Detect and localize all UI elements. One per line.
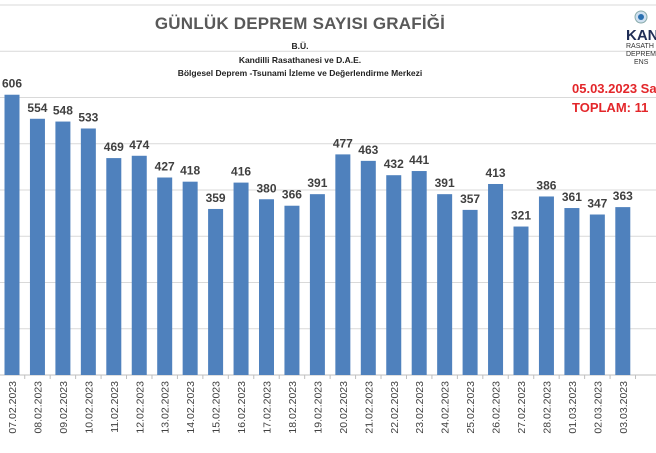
logo-line-3: ENS bbox=[634, 59, 649, 66]
data-label: 441 bbox=[409, 153, 429, 167]
data-label: 347 bbox=[587, 197, 607, 211]
x-tick-label: 15.02.2023 bbox=[211, 381, 223, 434]
data-label: 427 bbox=[155, 160, 175, 174]
bar bbox=[4, 94, 20, 375]
data-label: 321 bbox=[511, 209, 531, 223]
data-label: 413 bbox=[486, 166, 506, 180]
kandilli-logo: KAN RASATH DEPREM ENS bbox=[626, 10, 656, 67]
bar bbox=[488, 183, 504, 375]
bar bbox=[55, 121, 71, 375]
bar bbox=[564, 208, 580, 375]
data-label: 469 bbox=[104, 140, 124, 154]
chart-title: GÜNLÜK DEPREM SAYISI GRAFİĞİ bbox=[154, 14, 446, 33]
chart-subtitle-3: Bölgesel Deprem -Tsunami İzleme ve Değer… bbox=[177, 68, 423, 78]
data-label: 366 bbox=[282, 188, 302, 202]
data-label: 432 bbox=[384, 157, 404, 171]
bar bbox=[538, 196, 554, 375]
x-tick-label: 26.02.2023 bbox=[491, 381, 503, 434]
x-tick-label: 28.02.2023 bbox=[541, 381, 553, 434]
bar bbox=[309, 194, 325, 375]
x-tick-label: 17.02.2023 bbox=[262, 381, 274, 434]
data-label: 361 bbox=[562, 190, 582, 204]
data-label: 391 bbox=[435, 176, 455, 190]
x-tick-label: 22.02.2023 bbox=[389, 381, 401, 434]
x-tick-label: 07.02.2023 bbox=[7, 381, 19, 434]
total-annotation: TOPLAM: 11 bbox=[572, 100, 649, 115]
data-label: 474 bbox=[129, 138, 149, 152]
data-label: 359 bbox=[206, 191, 226, 205]
data-label: 380 bbox=[256, 181, 276, 195]
x-tick-label: 11.02.2023 bbox=[109, 381, 121, 433]
x-tick-label: 10.02.2023 bbox=[83, 381, 95, 434]
x-tick-label: 12.02.2023 bbox=[134, 381, 146, 434]
date-annotation: 05.03.2023 Sa bbox=[572, 81, 656, 96]
x-tick-label: 21.02.2023 bbox=[363, 381, 375, 434]
bar bbox=[131, 155, 147, 375]
logo-text: KAN bbox=[626, 27, 656, 44]
x-tick-label: 13.02.2023 bbox=[160, 381, 172, 434]
bar bbox=[233, 182, 249, 375]
x-tick-label: 20.02.2023 bbox=[338, 381, 350, 434]
data-label: 357 bbox=[460, 192, 480, 206]
bar bbox=[589, 214, 605, 375]
x-tick-label: 19.02.2023 bbox=[312, 381, 324, 434]
bar bbox=[360, 160, 376, 375]
x-tick-label: 03.03.2023 bbox=[618, 381, 630, 434]
bar bbox=[513, 226, 529, 375]
data-label: 533 bbox=[78, 110, 98, 124]
data-label: 606 bbox=[2, 77, 22, 91]
data-label: 463 bbox=[358, 143, 378, 157]
logo-line-1: RASATH bbox=[626, 43, 654, 50]
x-tick-label: 09.02.2023 bbox=[58, 381, 70, 434]
x-tick-label: 16.02.2023 bbox=[236, 381, 248, 434]
bar bbox=[386, 175, 402, 375]
x-tick-label: 14.02.2023 bbox=[185, 381, 197, 434]
chart-subtitle-1: B.Ü. bbox=[291, 41, 309, 51]
bar bbox=[284, 205, 300, 375]
bar bbox=[411, 171, 427, 375]
data-label: 391 bbox=[307, 176, 327, 190]
data-label: 477 bbox=[333, 136, 353, 150]
bar bbox=[208, 208, 224, 375]
bar bbox=[615, 207, 631, 375]
data-label: 416 bbox=[231, 165, 251, 179]
x-tick-label: 02.03.2023 bbox=[592, 381, 604, 434]
x-tick-label: 08.02.2023 bbox=[32, 381, 44, 434]
bar bbox=[335, 154, 351, 375]
bar bbox=[182, 181, 198, 375]
bar bbox=[29, 118, 45, 376]
x-tick-label: 18.02.2023 bbox=[287, 381, 299, 434]
bar bbox=[157, 177, 173, 375]
bar bbox=[437, 194, 453, 375]
x-tick-label: 01.03.2023 bbox=[567, 381, 579, 434]
bar bbox=[106, 158, 122, 375]
data-label: 548 bbox=[53, 104, 73, 118]
data-label: 554 bbox=[27, 101, 47, 115]
x-tick-label: 27.02.2023 bbox=[516, 381, 528, 434]
x-tick-label: 24.02.2023 bbox=[440, 381, 452, 434]
data-label: 386 bbox=[536, 178, 556, 192]
x-tick-label: 25.02.2023 bbox=[465, 381, 477, 434]
bar bbox=[462, 209, 478, 375]
data-label: 363 bbox=[613, 189, 633, 203]
logo-emblem-icon bbox=[634, 10, 648, 24]
x-tick-label: 23.02.2023 bbox=[414, 381, 426, 434]
chart-subtitle-2: Kandilli Rasathanesi ve D.A.E. bbox=[238, 55, 362, 65]
bar bbox=[80, 128, 96, 375]
bar bbox=[259, 199, 274, 375]
data-label: 418 bbox=[180, 164, 200, 178]
logo-line-2: DEPREM bbox=[626, 51, 656, 58]
